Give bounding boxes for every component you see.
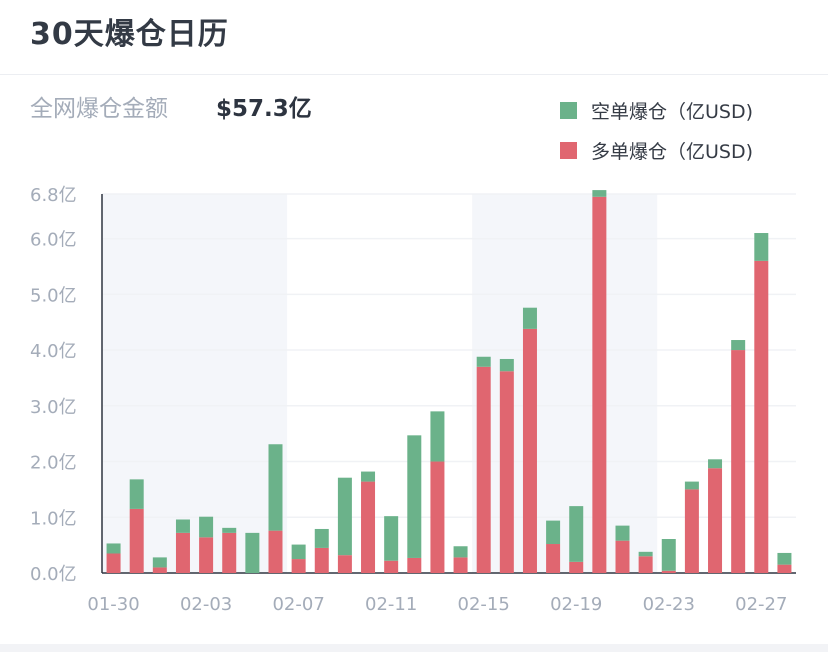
bar-short-02-10 (361, 471, 376, 482)
bar-long-02-19 (569, 561, 584, 573)
bar-long-02-25 (708, 468, 723, 573)
legend-swatch-short (560, 101, 577, 119)
bar-short-02-18 (546, 520, 561, 545)
bar-long-02-21 (615, 540, 630, 573)
y-tick-label: 2.0亿 (30, 453, 77, 474)
bar-long-02-07 (291, 559, 306, 573)
bar-short-02-20 (592, 190, 607, 197)
bar-short-02-09 (337, 477, 352, 556)
bar-long-02-24 (684, 489, 699, 573)
bar-short-02-17 (522, 307, 537, 329)
bar-short-01-31 (129, 479, 144, 509)
bar-long-02-22 (638, 556, 653, 573)
bar-long-02-20 (592, 196, 607, 574)
header-divider (0, 74, 828, 75)
legend-label-long: 多单爆仓（亿USD) (591, 140, 754, 163)
y-tick-label: 1.0亿 (30, 508, 77, 529)
chart-legend: 空单爆仓（亿USD) 多单爆仓（亿USD) (560, 90, 822, 170)
bar-short-02-02 (175, 519, 190, 533)
bar-long-01-30 (106, 553, 121, 573)
legend-item-long[interactable]: 多单爆仓（亿USD) (560, 130, 822, 170)
bar-long-01-31 (129, 508, 144, 573)
legend-label-short: 空单爆仓（亿USD) (591, 100, 754, 123)
bar-long-02-02 (175, 532, 190, 573)
bar-long-02-10 (361, 481, 376, 573)
bar-long-02-04 (222, 532, 237, 573)
y-tick-label: 4.0亿 (30, 341, 77, 362)
x-tick-label: 02-03 (180, 594, 232, 615)
bar-short-02-21 (615, 525, 630, 541)
bar-long-02-12 (407, 557, 422, 573)
bar-short-02-25 (708, 459, 723, 469)
bar-short-02-05 (245, 532, 260, 573)
bar-short-02-16 (499, 358, 514, 372)
legend-item-short[interactable]: 空单爆仓（亿USD) (560, 90, 822, 130)
bar-long-02-15 (476, 366, 491, 573)
bar-short-02-24 (684, 481, 699, 490)
y-tick-label: 3.0亿 (30, 397, 77, 418)
total-liquidation-value: $57.3亿 (216, 96, 312, 122)
bar-short-01-30 (106, 543, 121, 554)
bar-short-02-13 (430, 411, 445, 462)
total-liquidation-label: 全网爆仓金额 (30, 96, 168, 122)
bar-long-02-13 (430, 461, 445, 573)
y-tick-label: 0.0亿 (30, 564, 77, 585)
bar-short-02-12 (407, 435, 422, 558)
bar-short-02-23 (661, 539, 676, 571)
x-tick-label: 02-19 (550, 594, 602, 615)
y-tick-label: 6.8亿 (30, 185, 77, 206)
x-tick-label: 02-27 (735, 594, 787, 615)
bar-long-02-17 (522, 328, 537, 573)
bottom-band (0, 644, 828, 652)
bar-long-02-26 (731, 350, 746, 573)
bar-long-02-11 (384, 560, 399, 573)
bar-long-02-27 (754, 260, 769, 573)
x-tick-label: 02-11 (365, 594, 417, 615)
page-title: 30天爆仓日历 (30, 17, 229, 52)
bar-short-02-28 (777, 552, 792, 565)
bar-long-02-01 (152, 567, 167, 573)
bar-short-02-07 (291, 544, 306, 560)
bar-short-02-19 (569, 506, 584, 562)
bar-long-02-09 (337, 555, 352, 573)
bar-long-02-14 (453, 557, 468, 573)
bar-short-02-11 (384, 516, 399, 561)
legend-swatch-long (560, 141, 577, 159)
bar-short-02-26 (731, 340, 746, 351)
y-tick-label: 5.0亿 (30, 285, 77, 306)
y-tick-label: 6.0亿 (30, 230, 77, 251)
bar-long-02-18 (546, 544, 561, 573)
bar-short-02-15 (476, 356, 491, 367)
bar-short-02-06 (268, 444, 283, 531)
bar-long-02-06 (268, 530, 283, 573)
bar-long-02-16 (499, 371, 514, 573)
bar-short-02-03 (199, 516, 214, 538)
bar-short-02-01 (152, 557, 167, 568)
bar-long-02-08 (314, 547, 329, 573)
bar-short-02-27 (754, 233, 769, 261)
x-tick-label: 01-30 (87, 594, 139, 615)
bar-short-02-14 (453, 546, 468, 558)
bar-long-02-28 (777, 564, 792, 573)
bar-short-02-08 (314, 528, 329, 548)
bar-long-02-23 (661, 570, 676, 573)
bar-long-02-03 (199, 537, 214, 573)
x-tick-label: 02-07 (272, 594, 324, 615)
x-tick-label: 02-15 (458, 594, 510, 615)
x-tick-label: 02-23 (643, 594, 695, 615)
bar-short-02-04 (222, 527, 237, 533)
bar-short-02-22 (638, 551, 653, 557)
